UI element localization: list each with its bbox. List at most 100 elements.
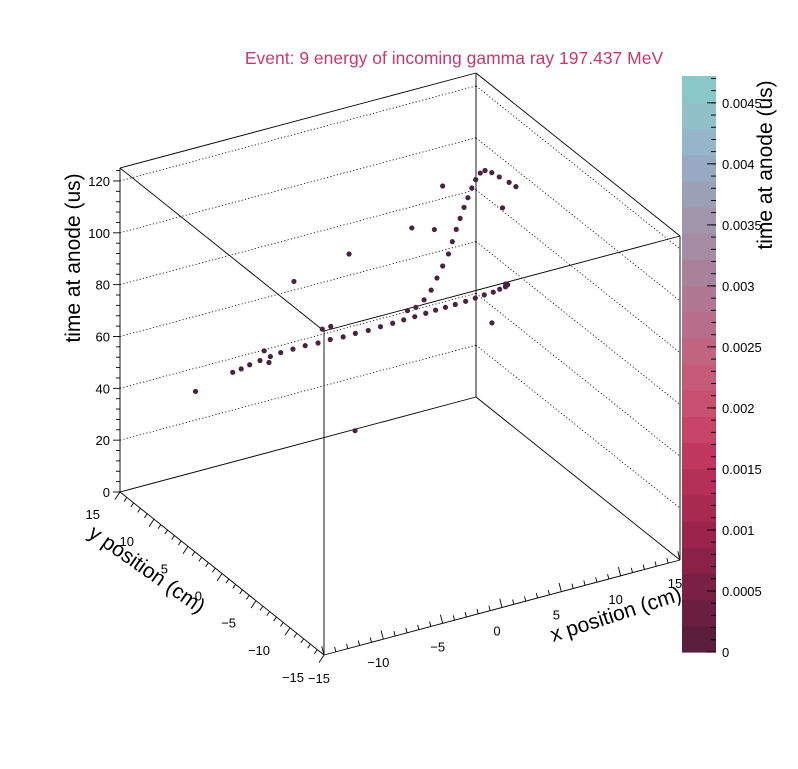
colorbar-band [682, 337, 716, 365]
hit-marker [431, 226, 437, 233]
colorbar-tick-label: 0.0045 [722, 96, 762, 111]
colorbar-band [682, 259, 716, 287]
hit-marker [477, 170, 483, 176]
y-tick [198, 556, 202, 562]
z-gridline [119, 189, 477, 286]
hit-marker [291, 278, 297, 285]
x-tick [583, 580, 586, 586]
hit-marker [267, 353, 273, 360]
colorbar-band [682, 416, 716, 444]
x-tick [369, 637, 372, 643]
frame-edge [323, 235, 681, 332]
y-tick [225, 578, 230, 584]
x-tick [499, 598, 503, 608]
y-tick [212, 567, 216, 573]
frame-edge [119, 167, 325, 332]
z-gridline [119, 292, 477, 389]
x-tick [476, 608, 479, 614]
hit-marker [482, 167, 488, 174]
colorbar-tick-label: 0.0005 [722, 584, 762, 599]
z-gridline [119, 137, 477, 234]
x-tick [439, 614, 444, 624]
y-tick [144, 513, 148, 519]
colorbar-band [682, 468, 716, 496]
y-tick [239, 589, 243, 595]
x-tick-label: −10 [367, 655, 389, 670]
z-tick-label: 80 [96, 278, 110, 293]
hit-marker [445, 251, 452, 257]
hit-marker [421, 297, 427, 303]
hit-marker [412, 314, 418, 320]
colorbar-band [682, 311, 716, 339]
y-tick [307, 643, 311, 649]
y-tick [232, 584, 236, 589]
z-gridline [475, 85, 681, 250]
hit-marker [409, 225, 415, 231]
hit-marker [352, 428, 358, 434]
hit-marker [290, 346, 296, 352]
hit-marker [481, 292, 487, 298]
z-tick-label: 20 [96, 433, 110, 448]
y-tick [318, 654, 325, 663]
x-tick [464, 612, 467, 618]
hit-marker [413, 304, 419, 310]
hit-marker [463, 298, 469, 304]
hit-marker [315, 340, 321, 346]
hit-marker [434, 275, 440, 281]
hit-marker [346, 251, 352, 257]
hit-marker [433, 307, 439, 313]
y-tick [284, 627, 291, 636]
y-tick-label: −15 [282, 670, 304, 685]
plot-frame [119, 72, 681, 656]
z-tick-label: 100 [88, 226, 110, 241]
x-tick [666, 558, 669, 564]
x-tick-label: 0 [493, 624, 500, 639]
y-tick-label: −10 [248, 643, 270, 658]
hit-marker [473, 177, 479, 183]
y-tick [300, 638, 304, 644]
x-tick [393, 631, 396, 637]
hit-marker [497, 286, 503, 292]
x-axis: −15 −10 −5 0 5 10 15 [308, 551, 682, 686]
hit-marker [352, 330, 358, 336]
chart-title: Event: 9 energy of incoming gamma ray 19… [245, 48, 664, 68]
y-tick [178, 540, 182, 546]
y-tick [216, 573, 223, 582]
hit-marker [461, 204, 467, 210]
y-tick [293, 633, 298, 638]
hit-marker [340, 334, 346, 340]
y-tick [273, 616, 277, 622]
colorbar-band [682, 285, 716, 313]
hit-markers [192, 167, 519, 434]
hit-marker [390, 320, 396, 326]
z-axis: 0 20 40 60 80 100 120 [88, 170, 120, 500]
z-tick-label: 40 [96, 381, 110, 396]
colorbar-band [682, 128, 716, 156]
z-gridline [475, 344, 681, 509]
hit-marker [496, 174, 502, 180]
colorbar-band [682, 442, 716, 470]
colorbar-band [682, 599, 716, 627]
hit-marker [453, 226, 459, 232]
hit-marker [465, 195, 471, 201]
colorbar-tick-label: 0.004 [722, 157, 755, 172]
x-tick [346, 643, 349, 649]
y-tick [250, 600, 257, 609]
frame-edge [119, 396, 477, 493]
y-tick [259, 605, 264, 611]
z-gridline [119, 241, 477, 337]
hit-marker [257, 357, 263, 364]
frame-edge [475, 396, 681, 561]
x-tick [558, 582, 562, 592]
hit-marker [489, 170, 495, 176]
x-tick [630, 567, 633, 573]
y-tick-label: 5 [161, 561, 168, 576]
colorbar-label: time at anode (us) [754, 80, 777, 249]
colorbar-band [682, 364, 716, 391]
x-tick [357, 640, 361, 646]
hit-marker [404, 308, 411, 314]
y-tick [182, 546, 189, 555]
x-tick [571, 583, 574, 589]
x-tick-label: 5 [553, 608, 560, 623]
hit-marker [503, 281, 509, 287]
